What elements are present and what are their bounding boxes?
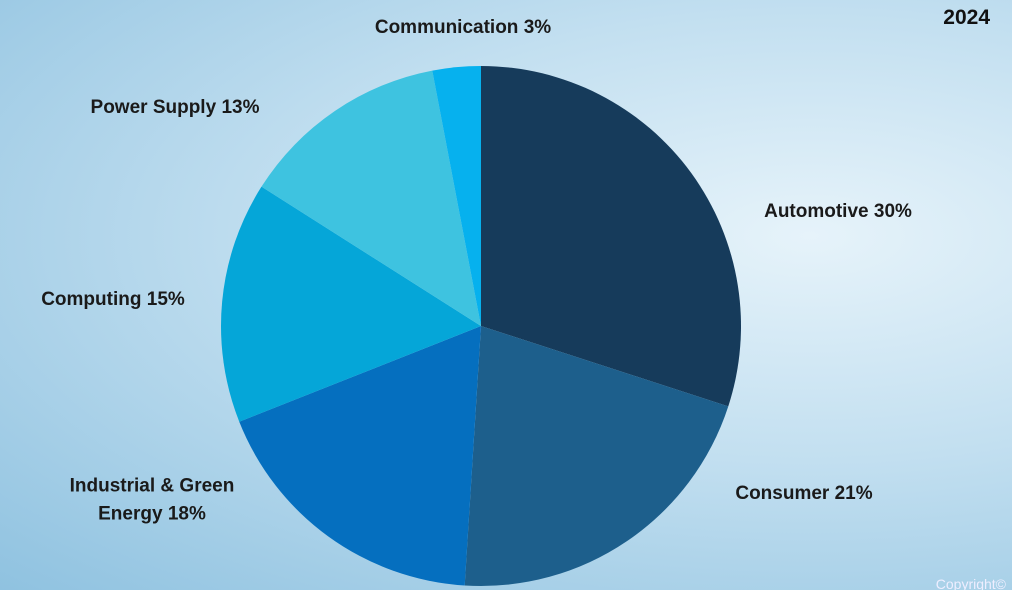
pie-slice — [239, 326, 481, 586]
value-label: 21% — [834, 483, 873, 505]
pie-slice — [464, 326, 729, 586]
pie-slice — [481, 66, 741, 407]
category-name: Industrial & Green Energy — [69, 475, 235, 524]
slice-label: Power Supply 13% — [91, 94, 260, 122]
slice-label: Industrial & Green Energy 18% — [57, 472, 247, 527]
footnote: Copyright© — [935, 576, 1006, 590]
slice-label: Automotive 30% — [764, 198, 912, 226]
category-name: Communication — [374, 17, 519, 39]
pie-slice — [432, 66, 481, 326]
chart-title: 2024 — [943, 6, 990, 29]
category-name: Automotive — [764, 201, 869, 223]
category-name: Consumer — [735, 483, 830, 505]
value-label: 13% — [221, 97, 260, 119]
slice-label: Consumer 21% — [735, 480, 872, 508]
value-label: 18% — [167, 503, 206, 524]
value-label: 3% — [523, 17, 552, 39]
category-name: Computing — [41, 289, 142, 311]
value-label: 15% — [146, 289, 185, 311]
slice-label: Computing 15% — [41, 286, 185, 314]
value-label: 30% — [873, 201, 912, 223]
pie-slice — [261, 70, 481, 326]
category-name: Power Supply — [90, 97, 217, 119]
pie-slice — [221, 186, 482, 422]
slice-label: Communication 3% — [375, 14, 551, 42]
